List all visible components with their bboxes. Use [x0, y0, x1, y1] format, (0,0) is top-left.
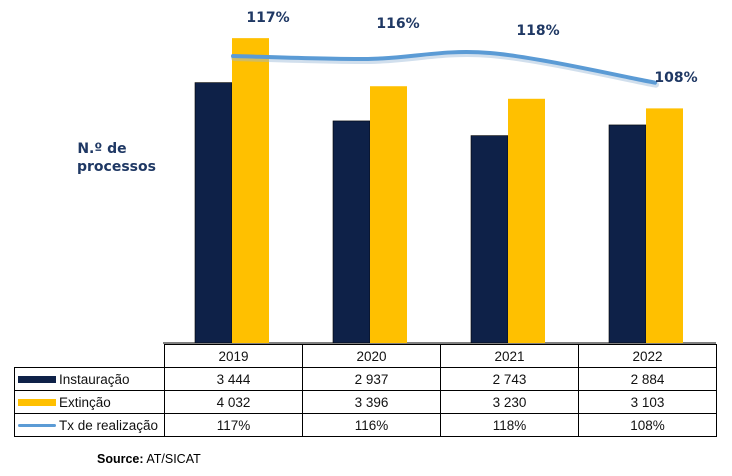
bar-extincao-2021 [508, 98, 545, 343]
bar-instauracao-2022 [608, 124, 647, 344]
rate-labels-group: 117% 116% 118% 108% [246, 10, 697, 86]
table-cell: 118% [440, 413, 579, 437]
table-cell: 2 937 [302, 367, 441, 391]
table-cell: 108% [578, 413, 717, 437]
table-cell: 4 032 [164, 390, 303, 414]
table-cell: 3 103 [578, 390, 717, 414]
row-header: Tx de realização [14, 413, 165, 437]
legend-key-extincao [18, 399, 56, 407]
table-cell: 116% [302, 413, 441, 437]
rate-label-2022: 108% [654, 70, 697, 86]
y-axis-label-line1: N.º de [77, 141, 127, 157]
row-header: Instauração [14, 367, 165, 391]
bar-instauracao-2020 [332, 120, 371, 344]
table-cell: 2 884 [578, 367, 717, 391]
legend-key-tx-realizacao [18, 424, 56, 428]
table-header-cell: 2022 [578, 344, 717, 368]
table-cell: 117% [164, 413, 303, 437]
data-table: 2019 2020 2021 2022 Instauração 3 444 2 … [14, 344, 717, 437]
y-axis-label-line2: processos [77, 159, 156, 175]
bar-extincao-2020 [370, 86, 407, 343]
table-header-cell: 2019 [164, 344, 303, 368]
table-corner [14, 344, 165, 368]
rate-label-2019: 117% [246, 10, 289, 26]
bars-group [194, 38, 683, 344]
source-text: AT/SICAT [146, 452, 201, 466]
legend-key-instauracao [18, 376, 56, 384]
table-cell: 3 444 [164, 367, 303, 391]
rate-label-2021: 118% [516, 23, 559, 39]
source-note: Source: AT/SICAT [97, 452, 201, 466]
table-cell: 3 230 [440, 390, 579, 414]
table-header-cell: 2020 [302, 344, 441, 368]
bar-instauracao-2019 [194, 82, 233, 344]
source-label: Source: [97, 452, 144, 466]
table-row-tx-realizacao: Tx de realização 117% 116% 118% 108% [14, 413, 717, 437]
rate-line [231, 50, 657, 85]
row-label: Extinção [59, 394, 111, 410]
rate-line-group [231, 50, 659, 88]
table-header-row: 2019 2020 2021 2022 [14, 344, 717, 368]
row-label: Instauração [59, 371, 130, 387]
bar-extincao-2022 [646, 108, 683, 343]
y-axis-label: N.º de processos [77, 140, 156, 220]
table-header-cell: 2021 [440, 344, 579, 368]
row-label: Tx de realização [59, 417, 159, 433]
bar-instauracao-2021 [470, 135, 509, 344]
table-cell: 2 743 [440, 367, 579, 391]
table-row-instauracao: Instauração 3 444 2 937 2 743 2 884 [14, 367, 717, 391]
row-header: Extinção [14, 390, 165, 414]
table-row-extincao: Extinção 4 032 3 396 3 230 3 103 [14, 390, 717, 414]
table-cell: 3 396 [302, 390, 441, 414]
rate-label-2020: 116% [376, 16, 419, 32]
bar-extincao-2019 [232, 38, 269, 343]
